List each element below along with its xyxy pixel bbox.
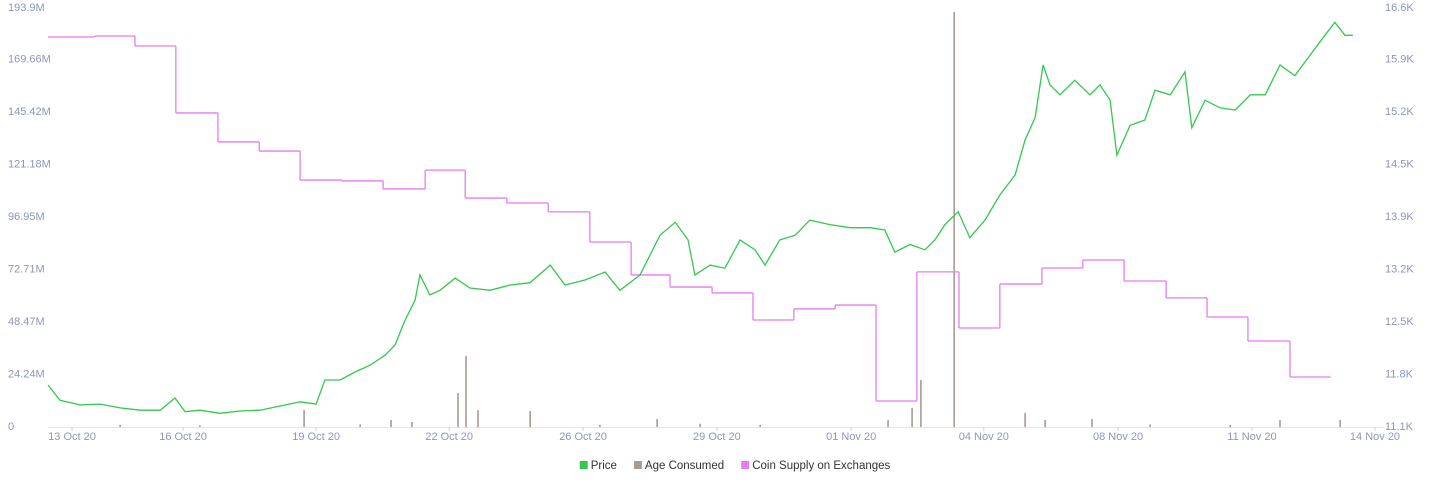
bar (1229, 424, 1232, 427)
y-tick-label: 193.9M (8, 2, 45, 14)
y2-tick-label: 11.8K (1385, 368, 1414, 380)
bar (656, 418, 658, 427)
bar (887, 420, 889, 427)
legend-marker (633, 461, 642, 469)
x-tick-label: 11 Nov 20 (1227, 431, 1276, 443)
y-tick-label: 145.42M (8, 106, 51, 118)
x-tick-label: 01 Nov 20 (826, 431, 876, 443)
y-tick-label: 121.18M (8, 158, 51, 170)
y-tick-label: 48.47M (8, 316, 45, 328)
y2-tick-label: 13.2K (1385, 263, 1414, 275)
y2-tick-label: 13.9K (1385, 211, 1414, 223)
legend-label: Coin Supply on Exchanges (752, 460, 890, 472)
legend-label: Age Consumed (645, 460, 724, 472)
y2-tick-label: 11.1K (1385, 421, 1414, 433)
y-tick-label: 0 (8, 421, 14, 433)
x-tick-label: 14 Nov 20 (1350, 431, 1400, 443)
bar (599, 424, 601, 427)
y2-tick-label: 12.5K (1385, 316, 1414, 328)
legend-marker (741, 461, 750, 469)
bar (1339, 420, 1341, 427)
bar (390, 420, 392, 427)
bar (1044, 420, 1046, 427)
bar (1091, 418, 1093, 427)
x-tick-label: 04 Nov 20 (959, 431, 1009, 443)
bar (911, 407, 913, 427)
y-tick-label: 24.24M (8, 368, 45, 380)
x-tick-label: 19 Oct 20 (292, 431, 340, 443)
bar (920, 379, 922, 427)
bar (529, 410, 531, 427)
x-tick-label: 13 Oct 20 (48, 431, 96, 443)
y2-tick-label: 16.6K (1385, 2, 1414, 14)
bar (119, 424, 121, 427)
bar (411, 422, 413, 427)
x-tick-label: 08 Nov 20 (1093, 431, 1143, 443)
bar (759, 424, 761, 427)
bar (199, 425, 201, 427)
bar (477, 410, 479, 427)
y-tick-label: 169.66M (8, 53, 51, 65)
bar (1279, 420, 1281, 427)
x-tick-label: 26 Oct 20 (559, 431, 607, 443)
legend-marker (579, 461, 588, 469)
x-tick-label: 29 Oct 20 (693, 431, 741, 443)
bar (1149, 424, 1151, 427)
y2-tick-label: 15.2K (1385, 106, 1414, 118)
y-tick-label: 72.71M (8, 263, 45, 275)
y2-tick-label: 14.5K (1385, 158, 1414, 170)
y-tick-label: 96.95M (8, 211, 45, 223)
bar (457, 392, 459, 427)
y2-tick-label: 15.9K (1385, 53, 1414, 65)
bar (699, 423, 701, 427)
legend-label: Price (591, 460, 617, 472)
x-tick-label: 16 Oct 20 (159, 431, 207, 443)
bar (359, 424, 362, 427)
bar (953, 11, 955, 427)
x-tick-label: 22 Oct 20 (425, 431, 473, 443)
price-line (47, 21, 1353, 414)
bar (303, 410, 305, 427)
legend: Price Age Consumed Coin Supply on Exchange… (579, 460, 891, 472)
bar (1024, 412, 1026, 427)
bar (465, 355, 467, 427)
